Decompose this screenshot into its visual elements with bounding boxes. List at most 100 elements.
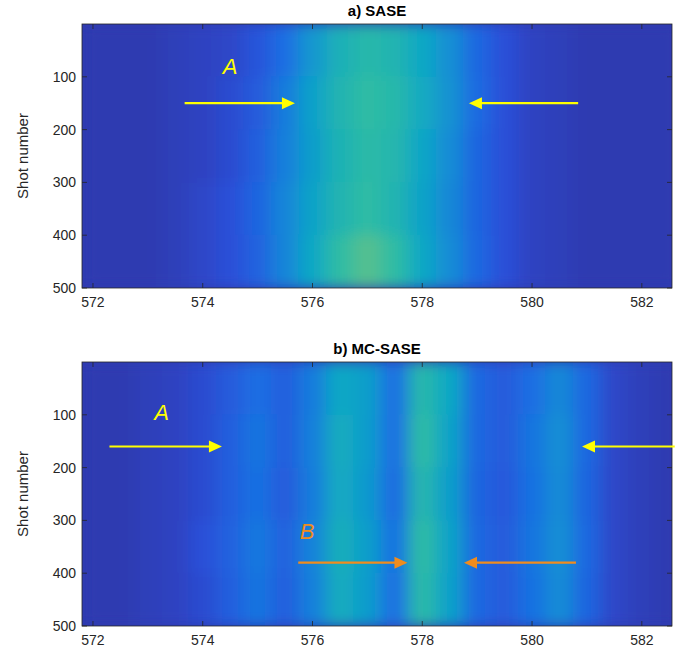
- y-tick: [667, 288, 672, 289]
- heat-cell: [655, 415, 672, 468]
- heat-cell: [134, 182, 162, 235]
- y-tick-label: 500: [53, 618, 77, 634]
- heat-cell: [189, 182, 217, 235]
- heat-cell: [463, 520, 491, 573]
- x-tick-label: 578: [411, 294, 435, 310]
- arrow: [109, 440, 222, 452]
- x-tick: [92, 283, 93, 288]
- heat-cell: [545, 520, 573, 573]
- x-tick: [92, 362, 93, 367]
- heat-cell: [82, 362, 107, 415]
- heat-cell: [628, 235, 656, 288]
- heat-cell: [491, 467, 519, 520]
- heat-cell: [628, 129, 656, 182]
- heat-cell: [326, 235, 354, 288]
- heat-cell: [244, 520, 272, 573]
- heat-cell: [106, 520, 134, 573]
- heat-cell: [655, 24, 672, 77]
- arrow-head: [469, 97, 482, 109]
- x-tick-label: 576: [301, 294, 325, 310]
- x-tick-label: 582: [630, 294, 654, 310]
- heat-cell: [244, 573, 272, 626]
- heat-cell: [436, 24, 464, 77]
- y-tick: [82, 414, 87, 415]
- y-tick: [82, 520, 87, 521]
- heat-cell: [545, 467, 573, 520]
- heat-cell: [628, 415, 656, 468]
- heat-cell: [216, 415, 244, 468]
- heat-cell: [161, 467, 189, 520]
- heat-cell: [408, 77, 436, 130]
- x-tick-label: 574: [191, 294, 215, 310]
- heat-cell: [408, 182, 436, 235]
- heat-cell: [381, 24, 409, 77]
- heat-cell: [189, 235, 217, 288]
- heat-cell: [573, 129, 601, 182]
- x-tick: [422, 24, 423, 29]
- y-tick-label: 400: [53, 227, 77, 243]
- arrow-head: [464, 557, 477, 569]
- panel-title: b) MC-SASE: [333, 340, 421, 357]
- arrow-shaft: [479, 102, 578, 104]
- heat-cell: [271, 235, 299, 288]
- heat-cell: [381, 362, 409, 415]
- heat-cell: [326, 362, 354, 415]
- heat-cell: [134, 77, 162, 130]
- heat-cell: [573, 467, 601, 520]
- heat-cell: [298, 573, 326, 626]
- heat-cell: [82, 415, 107, 468]
- y-tick-label: 100: [53, 69, 77, 85]
- panel: 572574576578580582100200300400500Shot nu…: [14, 340, 683, 648]
- x-tick: [532, 362, 533, 367]
- y-tick: [667, 235, 672, 236]
- heat-cell: [244, 362, 272, 415]
- heat-cell: [491, 362, 519, 415]
- arrow: [582, 440, 675, 452]
- x-tick-label: 578: [411, 632, 435, 648]
- heat-cell: [244, 235, 272, 288]
- heat-cell: [573, 415, 601, 468]
- heat-cell: [518, 182, 546, 235]
- x-tick: [641, 362, 642, 367]
- heat-cell: [106, 415, 134, 468]
- heat-cell: [134, 520, 162, 573]
- heat-cell: [655, 362, 672, 415]
- heat-cell: [518, 520, 546, 573]
- heat-cell: [655, 573, 672, 626]
- heat-cell: [106, 467, 134, 520]
- heat-cell: [189, 362, 217, 415]
- y-tick: [82, 288, 87, 289]
- y-tick-label: 300: [53, 174, 77, 190]
- heat-cell: [408, 24, 436, 77]
- heat-cell: [298, 235, 326, 288]
- x-tick: [532, 621, 533, 626]
- heat-cell: [326, 24, 354, 77]
- heat-cell: [655, 182, 672, 235]
- annotation-label: A: [152, 400, 169, 425]
- heat-cell: [271, 573, 299, 626]
- heat-cell: [216, 235, 244, 288]
- x-tick: [641, 283, 642, 288]
- heat-cell: [353, 24, 381, 77]
- heat-cell: [518, 467, 546, 520]
- heat-cell: [436, 182, 464, 235]
- heat-cell: [628, 573, 656, 626]
- heat-cell: [491, 235, 519, 288]
- heat-cell: [545, 182, 573, 235]
- y-tick-label: 400: [53, 565, 77, 581]
- heat-cell: [326, 129, 354, 182]
- x-tick: [92, 621, 93, 626]
- heat-cell: [600, 520, 628, 573]
- heat-cell: [600, 129, 628, 182]
- figure: 572574576578580582100200300400500Shot nu…: [0, 0, 698, 670]
- x-tick: [202, 24, 203, 29]
- x-tick-label: 572: [81, 294, 105, 310]
- heat-cell: [463, 362, 491, 415]
- heat-cell: [381, 77, 409, 130]
- y-tick: [667, 129, 672, 130]
- heat-cell: [545, 235, 573, 288]
- arrow-head: [209, 440, 222, 452]
- heat-cell: [271, 415, 299, 468]
- heat-cell: [545, 573, 573, 626]
- heat-cell: [463, 573, 491, 626]
